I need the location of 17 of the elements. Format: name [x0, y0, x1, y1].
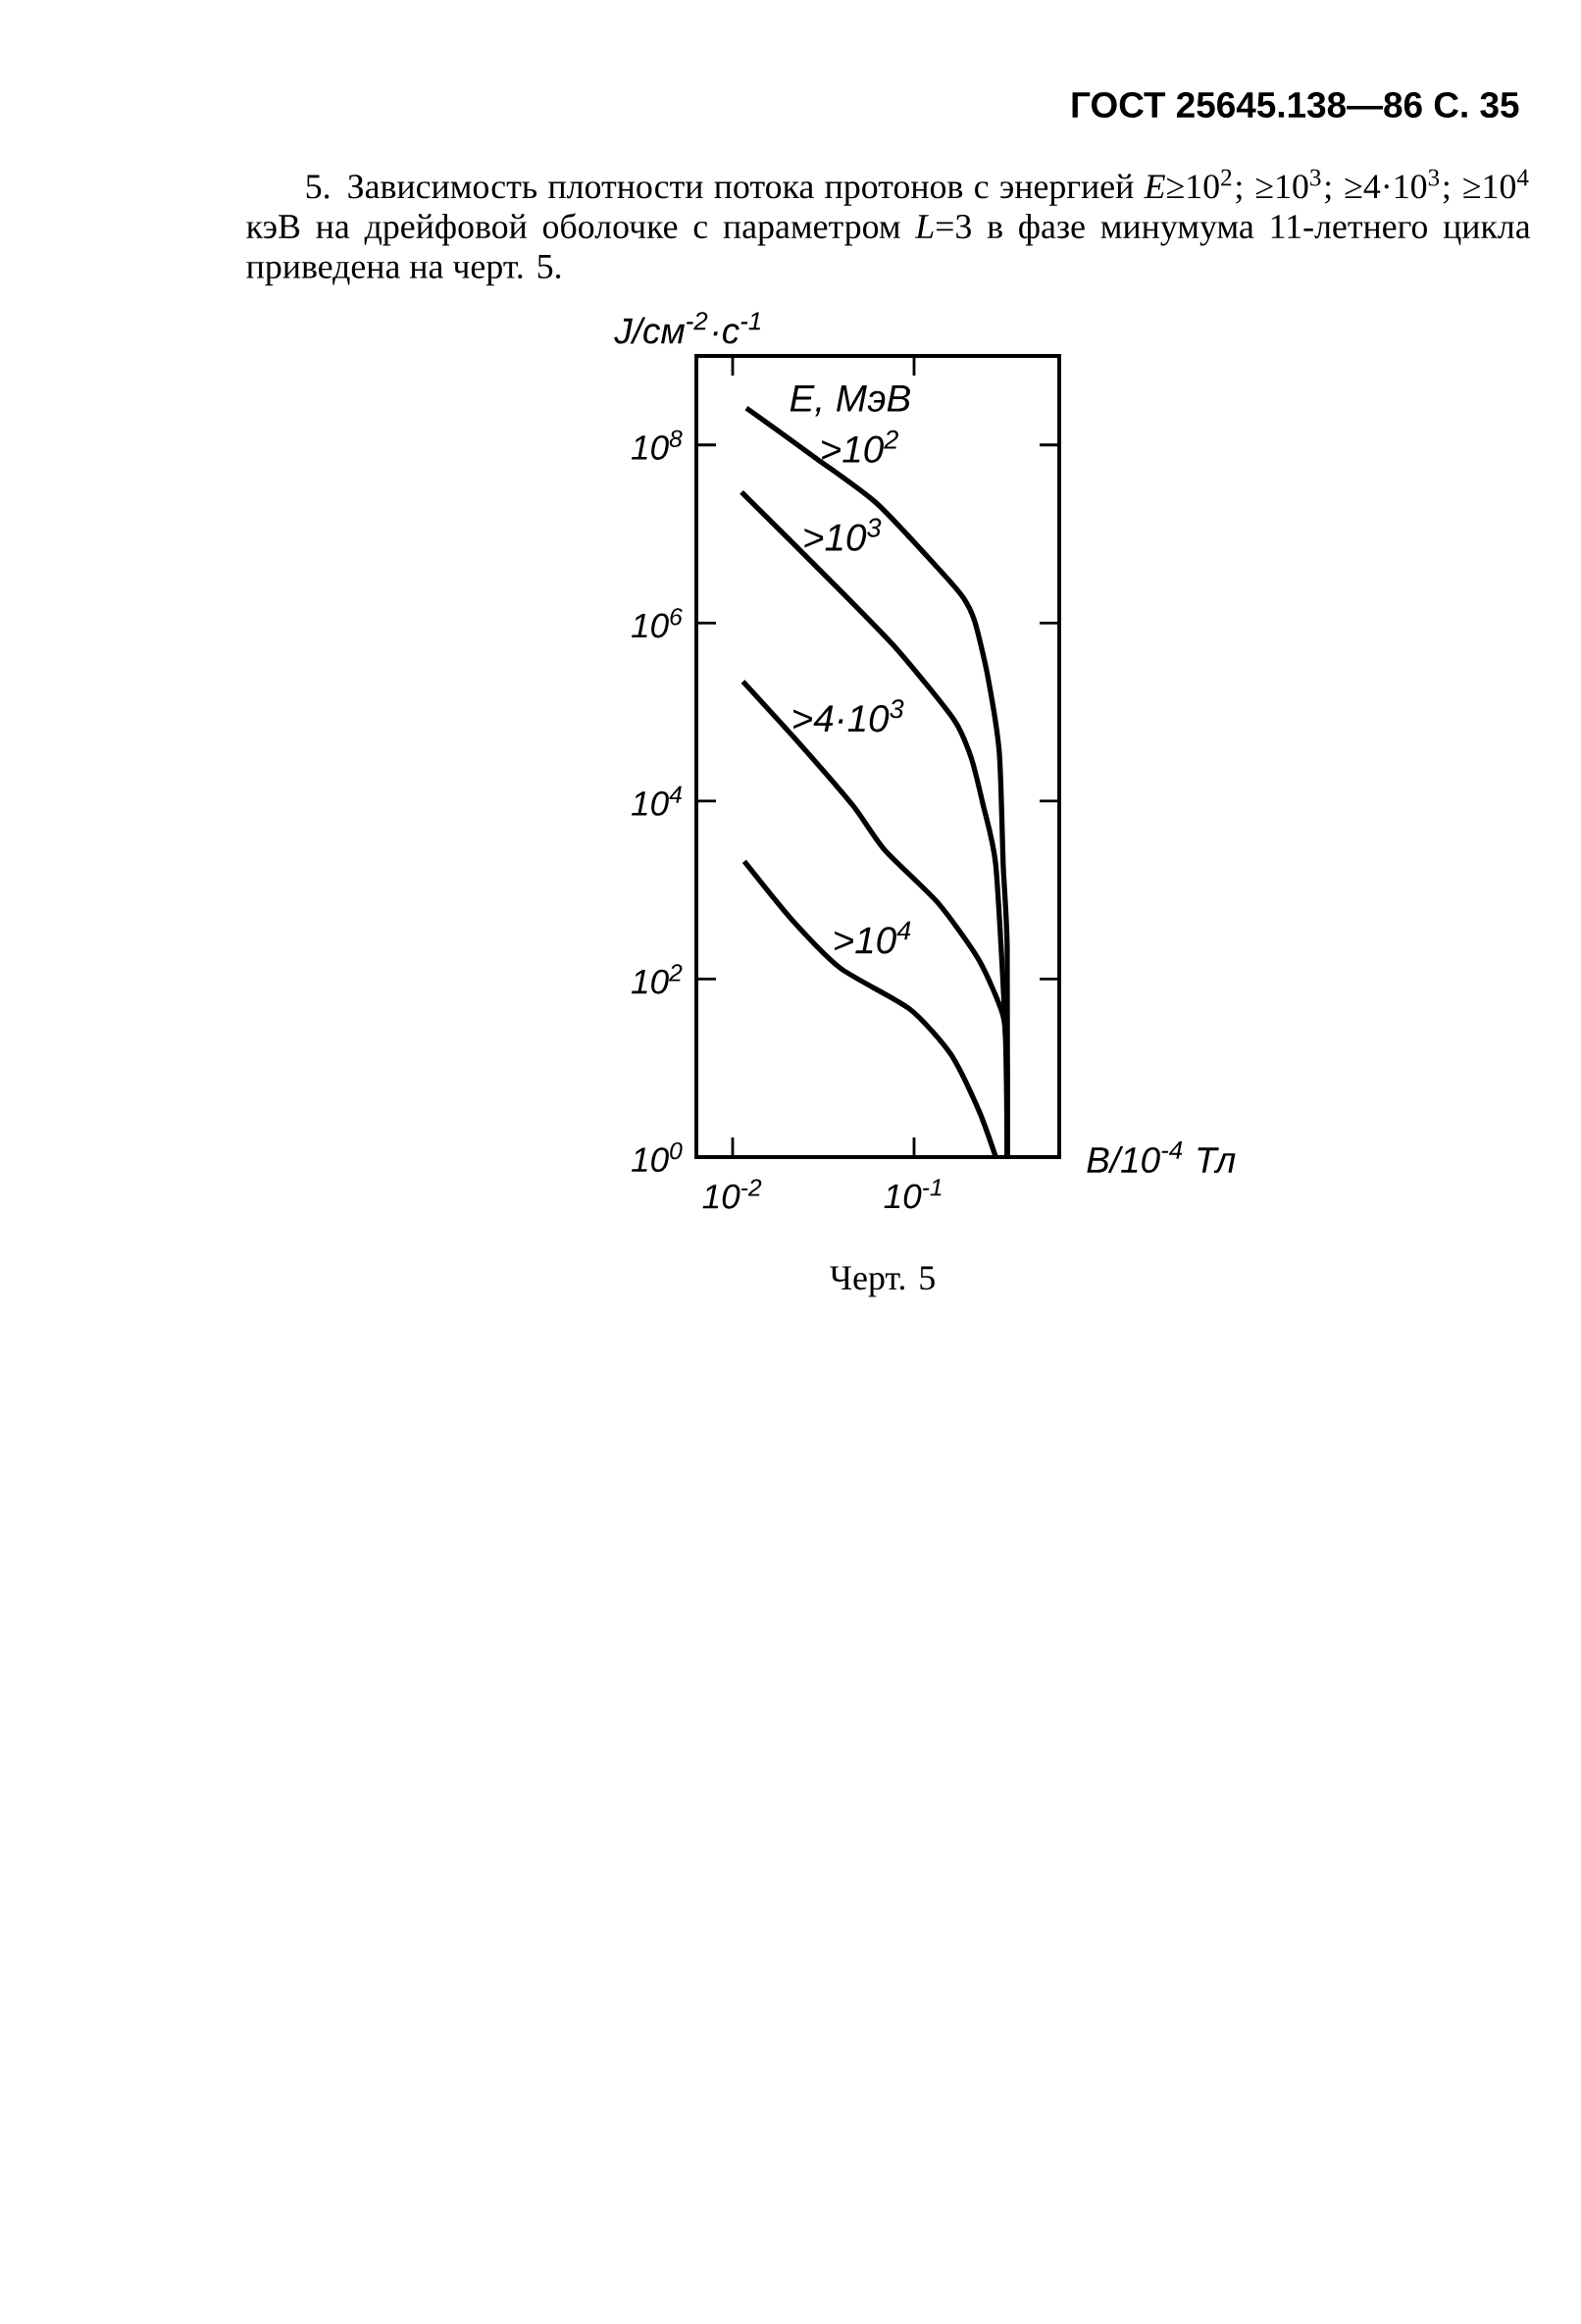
y-axis-title: J/см$^{-2}$·с$^{-1}$ — [614, 312, 760, 344]
y-tick-label: 10$^{2}$ — [631, 964, 683, 994]
y-tick-label: 10$^{4}$ — [631, 785, 682, 816]
series-label: >10$^{4}$ — [835, 921, 911, 954]
series-label: >10$^{3}$ — [804, 518, 882, 551]
x-axis-title: B/10$^{-4}$ Тл — [1087, 1140, 1236, 1174]
x-tick-label: 10$^{-1}$ — [884, 1179, 942, 1209]
annotation: E, МэВ — [790, 384, 910, 417]
series-label: >4·10$^{3}$ — [793, 699, 904, 733]
y-tick-label: 10$^{6}$ — [631, 608, 683, 638]
x-tick-label: 10$^{-2}$ — [702, 1179, 762, 1209]
series-label: >10$^{2}$ — [822, 429, 898, 463]
text: ГОСТ 25645.138—86 С. 35 — [1072, 91, 1519, 119]
y-tick-label: 10$^{8}$ — [631, 429, 683, 460]
y-tick-label: 10$^{0}$ — [631, 1141, 683, 1173]
text: Черт. 5 — [830, 1266, 935, 1297]
chart-title: 5. Зависимость плотности потока протонов с энергией E≥10$^{2}$; ≥10$^{3}$; ≥4·10$^{3}$; ≥10$^{4}$ кэВ на дрейфовой оболочке с параметром L=3 в фазе минумума 11-летнего цикла приведена на черт. 5. — [246, 169, 1531, 286]
